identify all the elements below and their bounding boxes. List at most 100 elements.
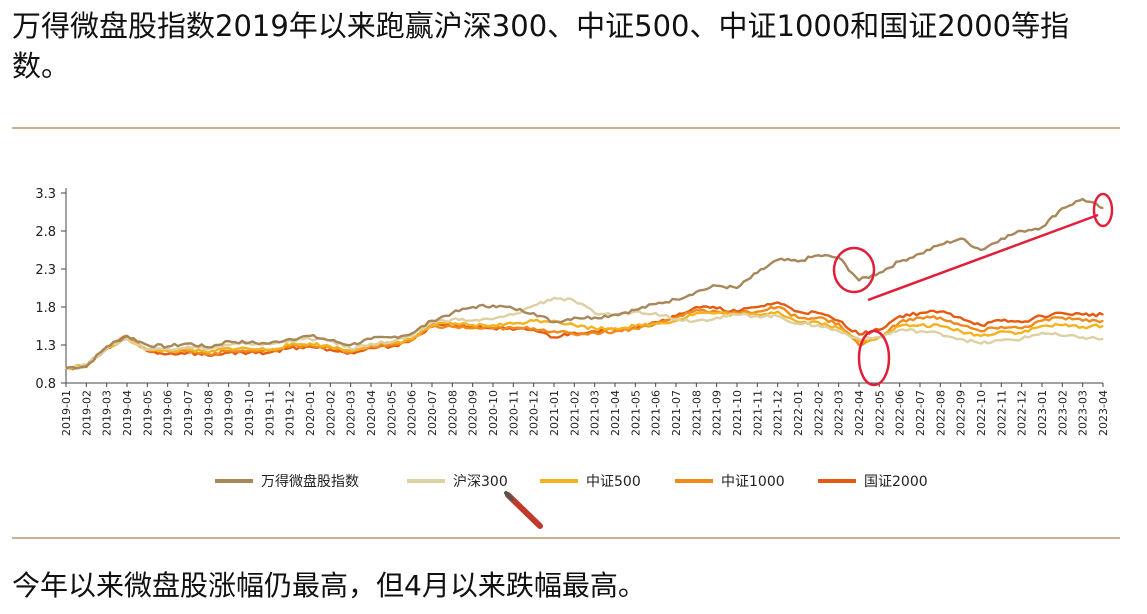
data-point-2-48: [1041, 325, 1043, 327]
data-point-1-42: [919, 330, 921, 332]
data-point-3-9: [248, 350, 250, 352]
data-point-0-25: [573, 317, 575, 319]
data-point-3-14: [350, 352, 352, 354]
data-point-4-22: [512, 329, 514, 331]
data-point-4-24: [553, 336, 555, 338]
data-point-0-34: [756, 272, 758, 274]
x-tick-label: 2023-03: [1077, 390, 1090, 436]
x-tick-label: 2019-05: [141, 390, 154, 436]
x-tick-label: 2021-05: [629, 390, 642, 436]
data-point-2-19: [451, 323, 453, 325]
data-point-3-11: [289, 345, 291, 348]
data-point-3-36: [797, 317, 799, 319]
data-point-2-47: [1021, 332, 1023, 334]
data-point-1-30: [675, 318, 677, 320]
data-point-0-22: [512, 307, 514, 310]
data-point-1-44: [960, 338, 962, 340]
x-tick-label: 2019-07: [182, 390, 195, 436]
x-tick-label: 2020-12: [528, 390, 541, 436]
x-tick-label: 2022-07: [914, 390, 927, 436]
data-point-1-26: [594, 312, 596, 314]
x-tick-label: 2022-03: [833, 390, 846, 436]
data-point-3-24: [553, 330, 555, 332]
data-point-3-46: [1000, 326, 1002, 328]
x-tick-label: 2019-11: [263, 390, 276, 436]
data-point-2-20: [472, 324, 474, 326]
data-point-0-31: [695, 291, 697, 293]
data-point-2-13: [329, 345, 331, 348]
data-point-1-43: [939, 333, 941, 335]
x-tick-label: 2021-12: [772, 390, 785, 436]
legend: 万得微盘股指数 沪深300 中证500 中证1000 国证2000: [215, 473, 928, 490]
data-point-1-21: [492, 318, 494, 320]
data-point-0-14: [350, 344, 352, 346]
data-point-4-41: [899, 315, 901, 317]
data-point-0-33: [736, 287, 738, 289]
data-point-0-51: [1102, 207, 1104, 209]
data-point-4-50: [1082, 314, 1084, 316]
data-point-0-13: [329, 339, 331, 342]
data-point-2-34: [756, 314, 758, 316]
top-divider: [12, 127, 1120, 129]
bottom-divider: [12, 537, 1120, 539]
data-point-0-12: [309, 335, 311, 337]
data-point-1-8: [228, 344, 230, 346]
data-point-4-31: [695, 306, 697, 308]
data-point-3-7: [207, 353, 209, 355]
legend-label-2: 中证500: [586, 474, 641, 490]
data-point-4-37: [817, 312, 819, 314]
data-point-2-28: [634, 325, 636, 327]
data-point-3-39: [858, 344, 860, 346]
data-point-3-22: [512, 327, 514, 329]
data-point-4-13: [329, 348, 331, 351]
data-point-0-48: [1041, 226, 1043, 228]
data-point-0-42: [919, 253, 921, 255]
data-point-2-12: [309, 342, 311, 345]
data-point-2-45: [980, 335, 982, 337]
x-tick-label: 2023-02: [1056, 390, 1069, 436]
data-point-4-36: [797, 310, 799, 313]
data-point-1-36: [797, 323, 799, 325]
x-tick-label: 2020-07: [426, 390, 439, 436]
x-tick-label: 2019-03: [101, 390, 114, 436]
data-point-0-49: [1061, 207, 1063, 209]
data-point-2-42: [919, 324, 921, 326]
x-tick-label: 2022-05: [873, 390, 886, 436]
data-point-3-27: [614, 330, 616, 332]
data-point-1-34: [756, 315, 758, 317]
x-tick-label: 2019-08: [202, 390, 215, 436]
data-point-3-35: [777, 306, 779, 308]
data-point-0-30: [675, 298, 677, 300]
data-point-4-39: [858, 333, 860, 335]
data-point-0-44: [960, 238, 962, 240]
annotation-circle-apr2023: [1092, 192, 1114, 228]
data-point-0-27: [614, 314, 616, 316]
data-point-0-40: [878, 272, 880, 274]
data-point-1-22: [512, 314, 514, 316]
data-point-1-46: [1000, 339, 1002, 342]
data-point-0-37: [817, 254, 819, 256]
data-point-1-39: [858, 338, 860, 340]
x-tick-label: 2022-06: [894, 390, 907, 436]
y-tick-label: 3.3: [35, 187, 56, 202]
data-point-0-5: [167, 345, 169, 348]
data-point-4-40: [878, 329, 880, 331]
data-point-0-2: [106, 345, 108, 348]
annotation-marks: [832, 192, 1114, 387]
x-tick-label: 2020-10: [487, 390, 500, 436]
data-point-3-41: [899, 321, 901, 323]
data-point-1-16: [390, 341, 392, 343]
data-point-1-3: [126, 338, 128, 340]
data-point-2-18: [431, 324, 433, 326]
data-point-1-33: [736, 314, 738, 316]
data-point-1-45: [980, 342, 982, 345]
data-point-0-4: [146, 344, 148, 346]
data-point-1-15: [370, 342, 372, 345]
data-point-3-8: [228, 350, 230, 352]
data-point-3-43: [939, 317, 941, 319]
data-point-1-19: [451, 318, 453, 320]
data-point-1-40: [878, 336, 880, 338]
data-point-1-41: [899, 329, 901, 331]
data-point-0-1: [85, 365, 87, 367]
x-tick-label: 2022-09: [955, 390, 968, 436]
